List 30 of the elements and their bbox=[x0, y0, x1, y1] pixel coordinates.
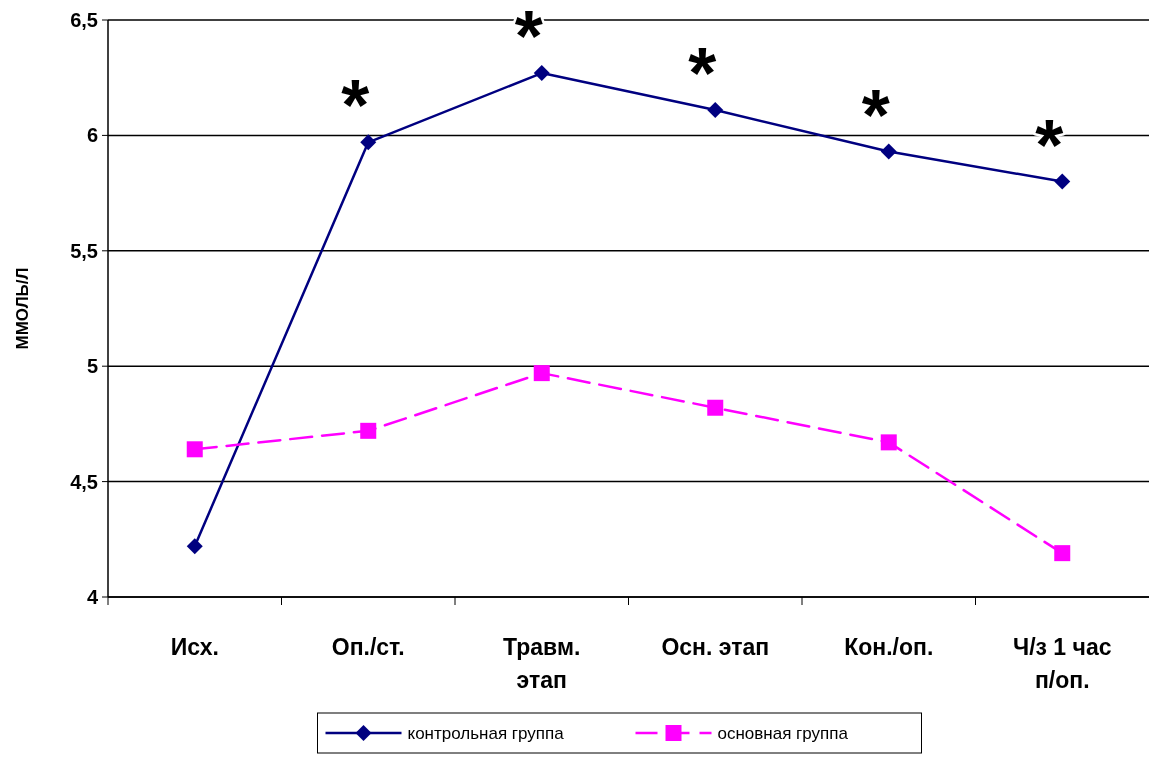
annotation: * bbox=[861, 74, 890, 155]
y-tick-label: 4 bbox=[86, 586, 99, 608]
x-tick-label: Оп./ст. bbox=[331, 634, 405, 660]
x-tick-label: Кон./оп. bbox=[844, 634, 934, 660]
y-tick-label: 5,5 bbox=[70, 239, 98, 262]
legend-label: основная группа bbox=[717, 723, 849, 743]
y-tick-label: 5 bbox=[86, 355, 98, 378]
point bbox=[533, 365, 550, 382]
y-axis-title: ММОЛЬ/Л bbox=[13, 267, 32, 350]
point bbox=[707, 399, 724, 416]
point bbox=[880, 434, 897, 451]
point bbox=[360, 422, 377, 439]
x-tick-label: Исх. bbox=[170, 634, 219, 660]
point bbox=[360, 134, 377, 151]
point bbox=[533, 65, 550, 82]
y-tick-label: 6 bbox=[86, 124, 98, 147]
x-tick-label: Осн. этап bbox=[661, 634, 770, 660]
x-tick-label: Травм. этап bbox=[503, 634, 581, 693]
point bbox=[186, 538, 203, 555]
y-tick-label: 6,5 bbox=[70, 9, 98, 31]
annotation: * bbox=[688, 33, 717, 114]
point bbox=[880, 143, 897, 160]
annotation: * bbox=[341, 65, 370, 146]
x-tick-label: Ч/з 1 час п/оп. bbox=[1013, 634, 1112, 693]
point bbox=[186, 441, 203, 458]
point bbox=[1054, 545, 1071, 562]
legend-label: контрольная группа bbox=[407, 723, 565, 743]
point bbox=[707, 102, 724, 119]
annotation: * bbox=[514, 0, 543, 77]
y-tick-label: 4,5 bbox=[70, 470, 98, 493]
